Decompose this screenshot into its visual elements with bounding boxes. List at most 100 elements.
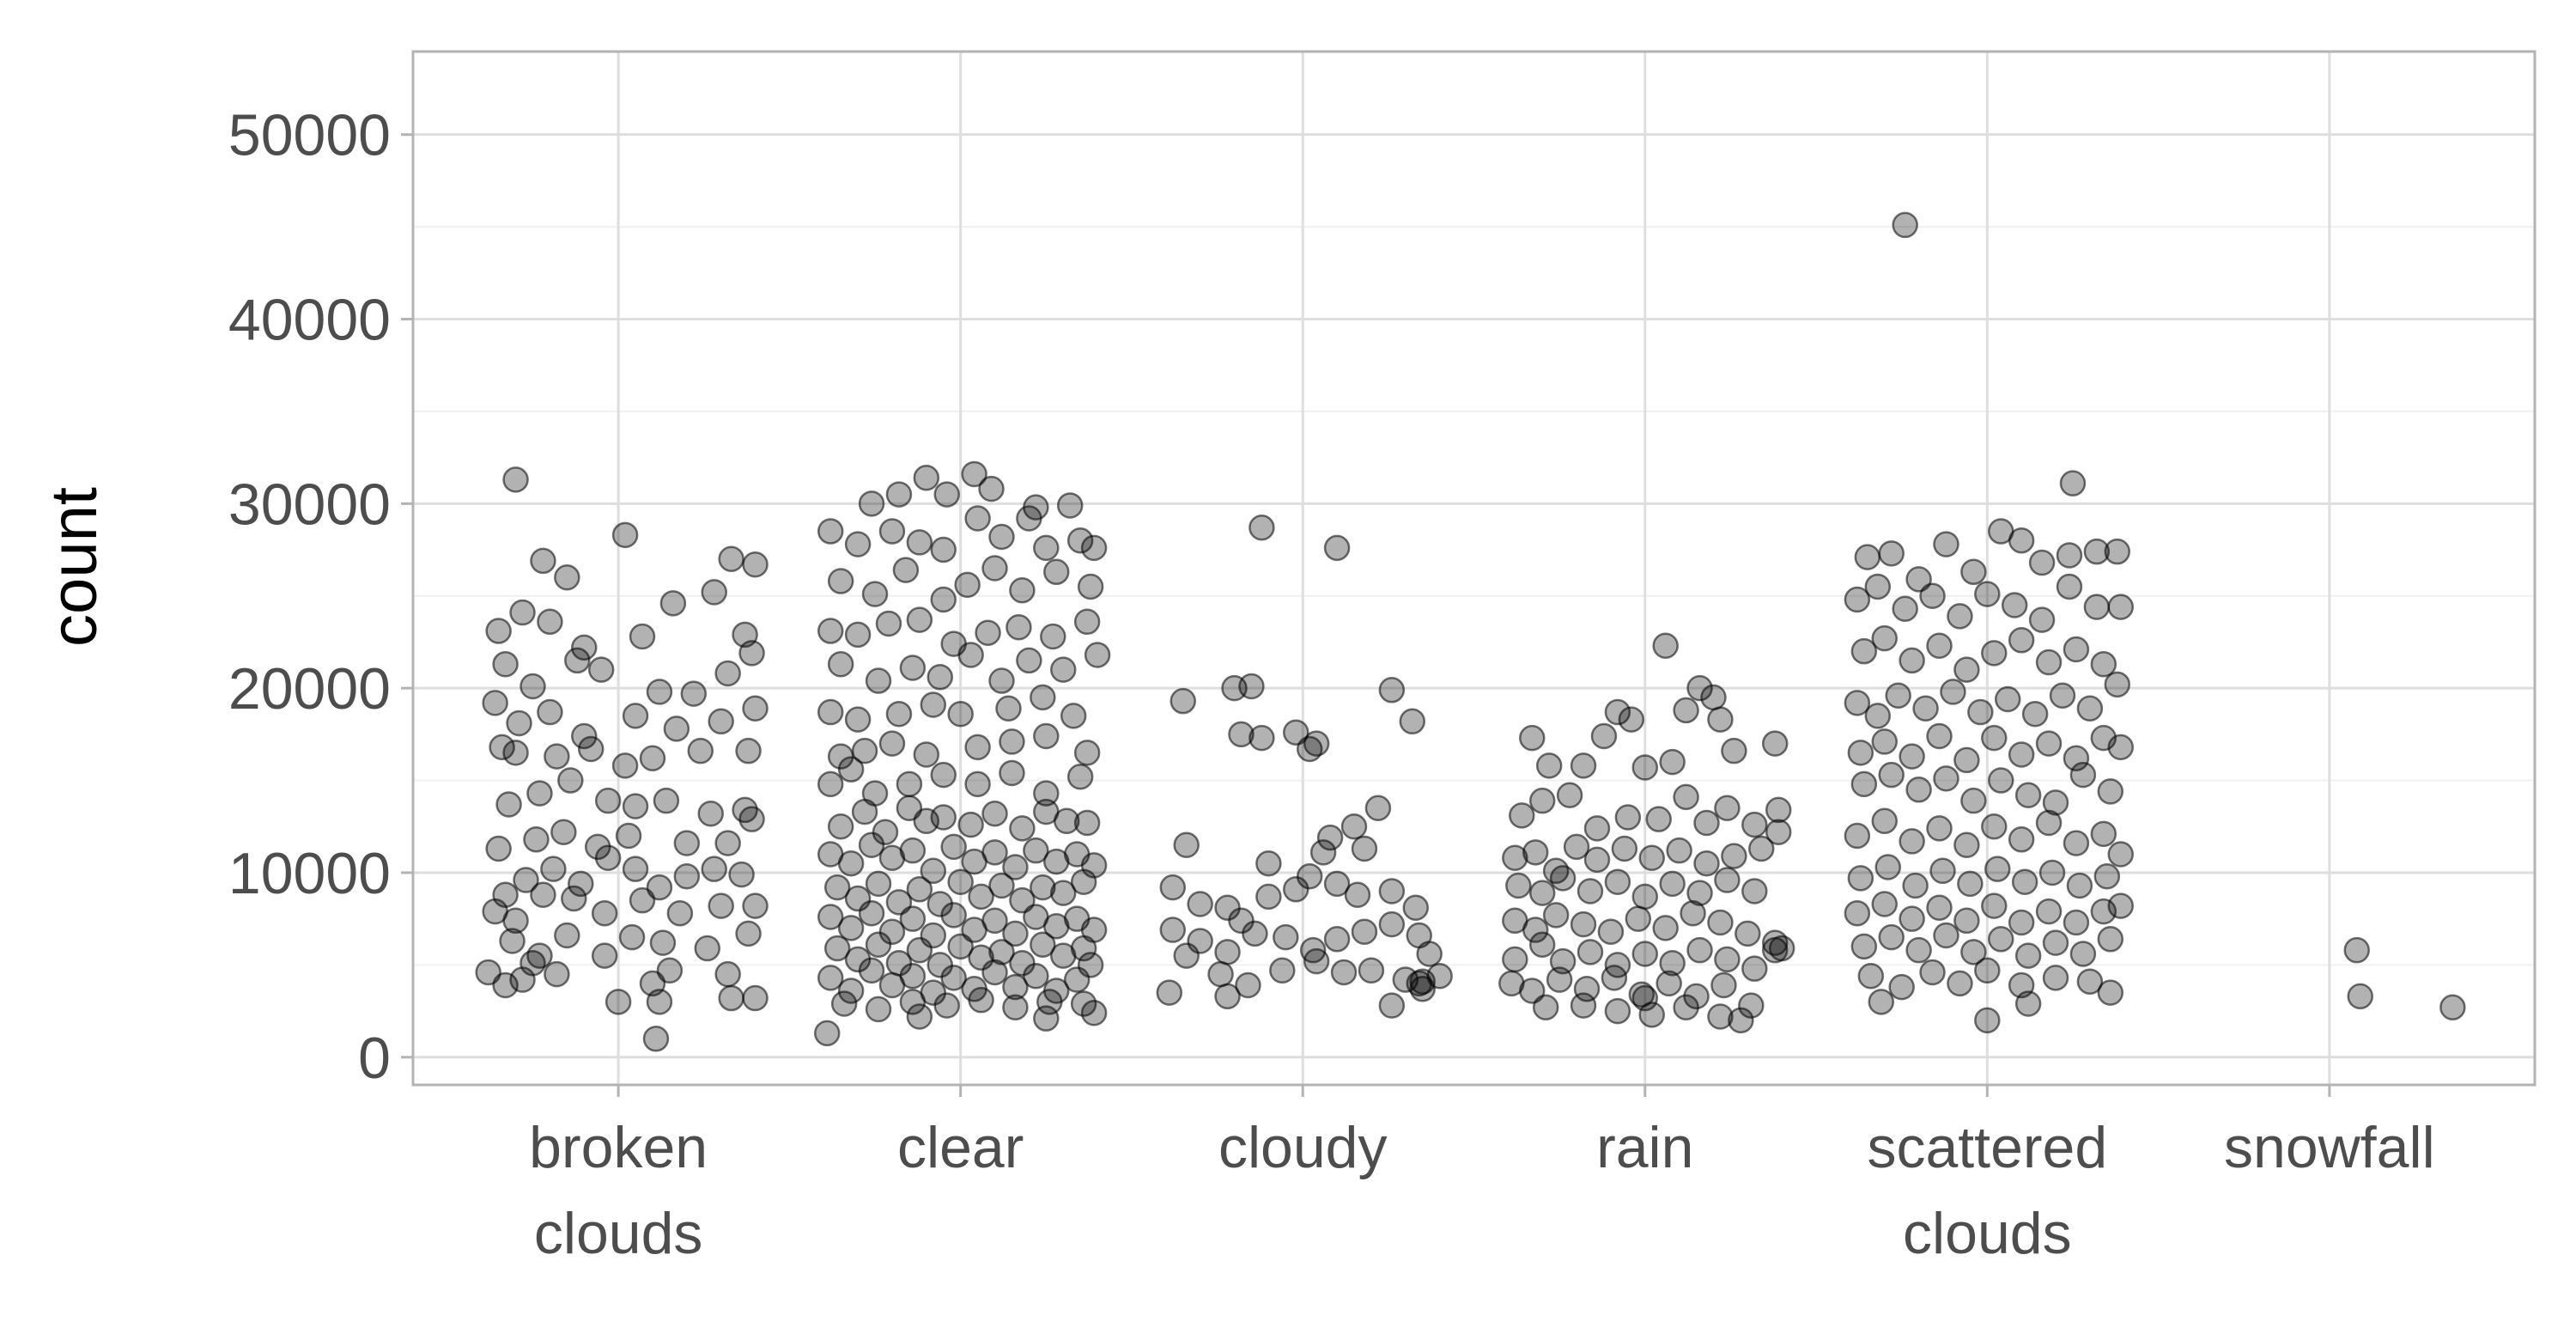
data-point <box>1269 957 1296 984</box>
data-point <box>701 579 727 606</box>
data-point <box>2014 990 2042 1017</box>
data-point <box>735 920 762 947</box>
data-point <box>718 545 744 573</box>
data-point <box>1857 963 1885 990</box>
data-point <box>1940 679 1966 705</box>
data-point <box>1686 880 1713 906</box>
data-point <box>1614 804 1642 831</box>
data-point <box>988 667 1015 694</box>
data-point <box>564 647 591 674</box>
data-point <box>1170 687 1196 715</box>
data-point <box>1156 979 1183 1006</box>
x-tick-label: snowfall <box>2224 1115 2435 1180</box>
data-point <box>1714 946 1741 973</box>
data-point <box>1933 922 1959 949</box>
data-point <box>1049 656 1077 683</box>
y-tick-label: 30000 <box>228 472 391 537</box>
data-point <box>1981 640 2008 667</box>
data-point <box>1707 706 1734 733</box>
data-point <box>738 806 765 832</box>
data-point <box>502 740 529 766</box>
data-point <box>1981 892 2008 919</box>
data-point <box>742 892 769 919</box>
data-point <box>1988 926 2014 953</box>
data-point <box>554 922 580 949</box>
data-point <box>1844 586 1871 613</box>
data-point <box>837 850 865 877</box>
data-point <box>1522 917 1549 943</box>
data-point <box>1173 831 1200 858</box>
data-point <box>978 475 1005 502</box>
data-point <box>1850 637 1878 665</box>
data-point <box>823 935 851 962</box>
data-point <box>1953 907 1980 935</box>
data-point <box>899 905 927 932</box>
data-point <box>906 1003 933 1030</box>
data-point <box>1957 870 1984 898</box>
data-point <box>530 547 556 575</box>
x-tick-label: cloudy <box>1218 1115 1388 1180</box>
data-point <box>1960 558 1987 586</box>
data-point <box>1030 684 1056 711</box>
data-point <box>673 863 701 890</box>
data-point <box>2035 898 2063 925</box>
data-point <box>1378 911 1406 938</box>
data-point <box>865 667 892 694</box>
data-point <box>2107 594 2135 620</box>
data-point <box>1933 531 1959 557</box>
data-point <box>2107 892 2135 919</box>
data-point <box>1030 874 1056 901</box>
data-point <box>964 734 991 761</box>
data-point <box>2021 700 2049 728</box>
data-point <box>1542 902 1570 929</box>
data-point <box>1631 941 1659 967</box>
data-points <box>475 211 2466 1052</box>
data-point <box>2011 868 2038 895</box>
data-point <box>1988 767 2014 794</box>
data-point <box>933 481 960 508</box>
data-point <box>1066 527 1094 554</box>
data-point <box>947 700 974 728</box>
data-point <box>2056 542 2083 569</box>
data-point <box>1416 941 1443 967</box>
data-point <box>1597 918 1625 945</box>
data-point <box>1159 917 1187 943</box>
data-point <box>1549 865 1577 892</box>
data-point <box>577 735 605 763</box>
data-point <box>591 899 618 927</box>
data-point <box>817 698 844 726</box>
data-point <box>537 698 563 726</box>
data-point <box>622 793 649 819</box>
data-point <box>2063 745 2090 772</box>
data-point <box>1073 809 1101 837</box>
data-point <box>1864 573 1892 600</box>
data-point <box>1604 698 1631 726</box>
data-point <box>1728 1007 1754 1034</box>
data-point <box>1871 891 1899 917</box>
data-point <box>687 737 714 764</box>
data-point <box>875 610 902 637</box>
data-point <box>1060 703 1087 729</box>
data-point <box>2097 778 2124 805</box>
data-point <box>646 679 673 705</box>
data-point <box>1926 815 1953 842</box>
data-point <box>2001 592 2028 618</box>
data-point <box>2090 650 2117 678</box>
data-point <box>844 706 872 733</box>
data-point <box>1981 724 2008 752</box>
data-point <box>1871 807 1899 835</box>
data-point <box>1933 765 1959 792</box>
data-point <box>1583 815 1611 842</box>
data-point <box>999 728 1025 755</box>
data-point <box>738 640 765 667</box>
data-point <box>1847 865 1874 892</box>
data-point <box>1033 722 1060 750</box>
data-point <box>1296 735 1323 763</box>
data-point <box>1611 835 1638 862</box>
data-point <box>1238 673 1265 700</box>
data-point <box>1056 492 1084 519</box>
data-point <box>649 929 677 956</box>
data-point <box>1070 990 1097 1017</box>
